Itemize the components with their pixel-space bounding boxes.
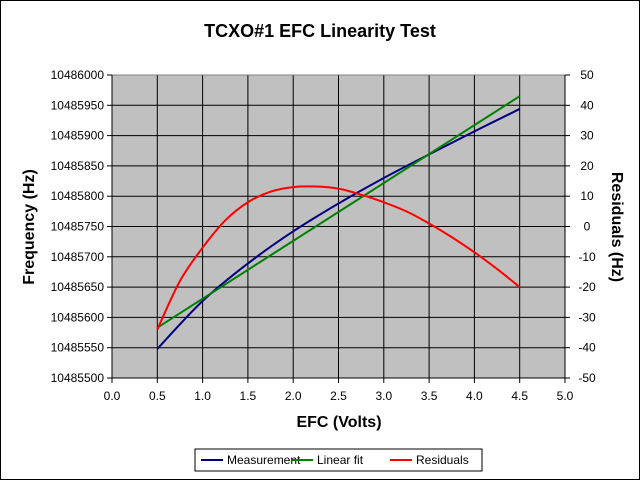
legend: Measurement Linear fit Residuals [194,448,483,472]
y-tick-label: 10485550 [51,341,105,355]
y2-axis-label: Residuals (Hz) [608,172,625,282]
x-tick-label: 5.0 [557,389,574,403]
y-tick-label: 10485500 [51,371,105,385]
y2-tick-label: 0 [584,220,591,234]
x-tick-label: 1.5 [240,389,257,403]
x-axis: 0.0 0.5 1.0 1.5 2.0 2.5 3.0 3.5 4.0 4.5 5.0 [104,377,574,403]
y-tick-label: 10485700 [51,250,105,264]
y-tick-label: 10485800 [51,189,105,203]
legend-label-linear-fit: Linear fit [317,453,364,467]
y-tick-label: 10485950 [51,98,105,112]
chart-title: TCXO#1 EFC Linearity Test [204,21,436,41]
y2-tick-label: -40 [578,341,596,355]
x-tick-label: 2.0 [285,389,302,403]
y2-tick-label: -20 [578,280,596,294]
x-tick-label: 3.5 [421,389,438,403]
x-tick-label: 0.5 [149,389,166,403]
y-axis-left: 10486000 10485950 10485900 10485850 10485800… [51,68,113,385]
y2-tick-label: 10 [580,189,594,203]
y-tick-label: 10486000 [51,68,105,82]
x-tick-label: 0.0 [104,389,121,403]
x-tick-label: 2.5 [330,389,347,403]
y2-tick-label: -10 [578,250,596,264]
y-tick-label: 10485650 [51,280,105,294]
y-tick-label: 10485850 [51,159,105,173]
y2-tick-label: 30 [580,129,594,143]
y-tick-label: 10485750 [51,220,105,234]
series-line-linear-fit [156,95,521,329]
y-tick-label: 10485600 [51,310,105,324]
legend-label-residuals: Residuals [416,453,469,467]
series-line-residuals [156,185,521,330]
x-tick-label: 4.0 [466,389,483,403]
x-tick-label: 3.0 [375,389,392,403]
y2-tick-label: -50 [578,371,596,385]
x-axis-label: EFC (Volts) [296,414,381,431]
x-tick-label: 4.5 [511,389,528,403]
y2-tick-label: -30 [578,310,596,324]
y2-tick-label: 50 [580,68,594,82]
y2-tick-label: 40 [580,98,594,112]
series-layer [156,95,521,350]
legend-box [194,448,483,472]
y-axis-right: 50 40 30 20 10 0 -10 -20 -30 -40 -50 [564,68,596,385]
x-tick-label: 1.0 [194,389,211,403]
legend-label-measurement: Measurement [227,453,301,467]
y-tick-label: 10485900 [51,129,105,143]
y-axis-label: Frequency (Hz) [21,169,38,285]
y2-tick-label: 20 [580,159,594,173]
